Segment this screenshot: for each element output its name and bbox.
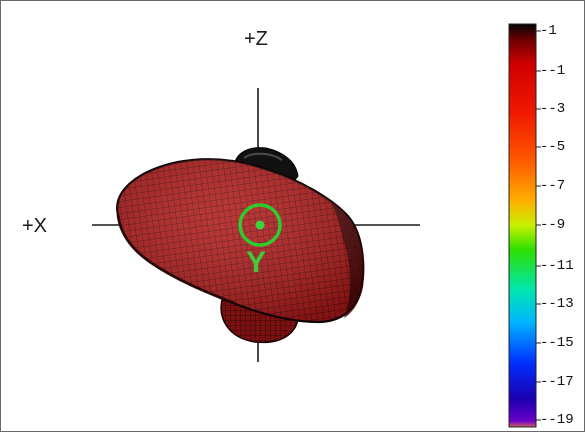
axis-label-x: +X bbox=[22, 215, 48, 237]
target-marker bbox=[238, 203, 282, 247]
colorbar-tick-label: --7 bbox=[540, 178, 566, 194]
colorbar-tick-label: --9 bbox=[540, 217, 566, 233]
axis-label-z: +Z bbox=[244, 28, 268, 50]
colorbar-tick-label: --3 bbox=[540, 101, 566, 117]
colorbar-tick-label: --15 bbox=[540, 335, 574, 351]
marker-label: Y bbox=[246, 246, 267, 279]
colorbar-tick-label: --5 bbox=[540, 139, 566, 155]
surface-mesh bbox=[116, 147, 365, 344]
colorbar-ticks bbox=[536, 30, 541, 421]
colorbar-tick-label: --17 bbox=[540, 374, 574, 390]
colorbar-tick-label: -1 bbox=[540, 23, 557, 39]
colorbar bbox=[508, 23, 537, 428]
colorbar-tick-label: --1 bbox=[540, 63, 566, 79]
colorbar-tick-label: --13 bbox=[540, 296, 574, 312]
colorbar-tick-label: --19 bbox=[540, 412, 574, 428]
colorbar-tick-label: --11 bbox=[540, 258, 574, 274]
